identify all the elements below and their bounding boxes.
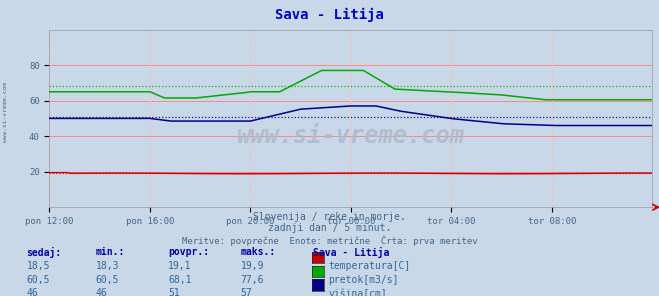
Text: min.:: min.: (96, 247, 125, 257)
Text: zadnji dan / 5 minut.: zadnji dan / 5 minut. (268, 223, 391, 234)
Text: povpr.:: povpr.: (168, 247, 209, 257)
Text: 19,1: 19,1 (168, 261, 192, 271)
Text: 60,5: 60,5 (96, 275, 119, 285)
Text: www.si-vreme.com: www.si-vreme.com (3, 83, 8, 142)
Text: sedaj:: sedaj: (26, 247, 61, 258)
Text: temperatura[C]: temperatura[C] (328, 261, 411, 271)
Text: 51: 51 (168, 288, 180, 296)
Text: pretok[m3/s]: pretok[m3/s] (328, 275, 399, 285)
Text: 46: 46 (96, 288, 107, 296)
Text: 57: 57 (241, 288, 252, 296)
Text: 68,1: 68,1 (168, 275, 192, 285)
Text: www.si-vreme.com: www.si-vreme.com (237, 124, 465, 148)
Text: maks.:: maks.: (241, 247, 275, 257)
Text: Meritve: povprečne  Enote: metrične  Črta: prva meritev: Meritve: povprečne Enote: metrične Črta:… (182, 235, 477, 246)
Text: Slovenija / reke in morje.: Slovenija / reke in morje. (253, 212, 406, 222)
Text: 18,5: 18,5 (26, 261, 50, 271)
Text: 77,6: 77,6 (241, 275, 264, 285)
Text: Sava - Litija: Sava - Litija (275, 7, 384, 22)
Text: 60,5: 60,5 (26, 275, 50, 285)
Text: višina[cm]: višina[cm] (328, 288, 387, 296)
Text: Sava - Litija: Sava - Litija (313, 247, 389, 258)
Text: 46: 46 (26, 288, 38, 296)
Text: 19,9: 19,9 (241, 261, 264, 271)
Text: 18,3: 18,3 (96, 261, 119, 271)
